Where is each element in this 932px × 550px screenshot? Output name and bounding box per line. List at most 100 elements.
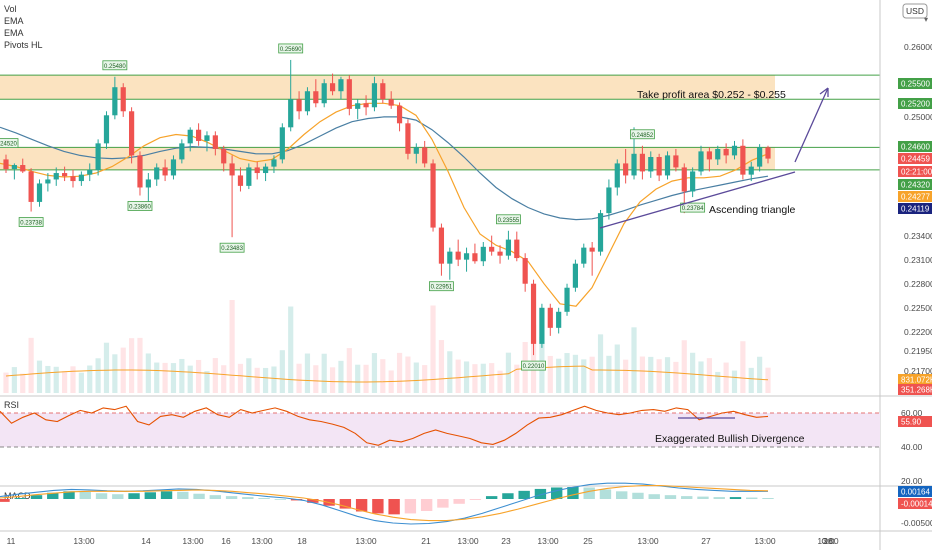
candle-body [715,148,721,160]
macd-lines [0,482,769,525]
macd-tick: -0.00500 [901,518,932,528]
candle-body [698,151,704,172]
pivot-badge [521,360,546,371]
volume-bar [346,348,352,393]
volume-bar [87,365,93,393]
volume-bar [254,367,260,393]
pivot-label: 0.22951 [431,285,453,291]
volume-bar [304,353,311,393]
macd-hist-bar [469,499,482,500]
macd-pane: MACD [0,482,774,525]
price-axis: USD ▾ 0.26000 0.25000 0.23400 0.23100 0.2280… [898,3,932,395]
legend-pivots[interactable]: Pivots HL [4,40,43,50]
candle-body [36,183,43,202]
macd-hist-bar [713,497,725,499]
candle-body [254,167,260,174]
candle-body [489,246,495,252]
time-tick: Oct [821,536,835,546]
pivot-badge [680,202,706,213]
macd-hist-bar [79,491,91,499]
candle-body [438,227,445,264]
pivot-badge [219,242,245,253]
price-badge [898,384,932,395]
volume-bar [715,371,721,393]
volume-bar [723,362,729,393]
currency-button[interactable] [902,3,928,19]
candle-body [129,111,135,156]
macd-hist-bar [14,498,26,499]
price-badge-text: 0.25200 [901,100,930,109]
volume-bar [631,327,637,393]
price-zones [0,75,775,170]
macd-value-badge [898,486,932,497]
candle-body [246,167,252,186]
pivot-badge [429,281,454,292]
volume-bar [279,350,285,393]
candle-body [120,87,126,112]
volume-bar [472,364,478,393]
chevron-down-icon: ▾ [924,15,928,24]
candle-body [731,145,738,156]
pivot-badge [278,43,304,54]
candle-body [430,163,436,228]
volume-bar [187,365,193,393]
price-badge [898,166,932,177]
macd-hist-bar [95,493,108,499]
volume-bar [20,373,26,393]
candle-body [329,83,336,92]
candle-body [380,83,386,100]
volume-bar [11,367,17,393]
candle-body [463,253,470,260]
candle-body [623,163,629,176]
indicator-legend: Vol EMA EMA Pivots HL [4,4,43,50]
triangle-support-line [599,171,796,229]
legend-vol[interactable]: Vol [4,4,17,14]
pivot-badge [102,60,128,71]
volume-bar [731,370,738,393]
candle-body [154,167,160,180]
zone-0 [0,75,775,100]
volume-bar [145,353,151,393]
time-tick: 13:00 [817,536,839,546]
macd-hist-bar [502,493,514,499]
time-tick: 27 [701,536,711,546]
candle-body [288,99,294,128]
macd-histogram [0,487,774,515]
volume-bar [514,364,520,393]
pivot-label: 0.25480 [104,64,126,70]
volume-bar [371,353,378,393]
price-badge [898,191,932,202]
macd-hist-bar [177,491,189,499]
time-tick: 28 [823,536,833,546]
legend-ema-1[interactable]: EMA [4,16,24,26]
volume-ma-line [5,365,769,383]
pivot-badge [0,138,19,148]
price-tick: 0.21950 [904,346,932,356]
candlesticks [3,59,771,356]
candle-body [162,167,168,176]
price-badge-text: 831.072K [901,376,932,385]
volume-bar [355,364,361,393]
candle-body [304,91,311,112]
candle-body [396,105,403,124]
macd-hist-bar [632,492,644,499]
price-tick: 0.22500 [904,303,932,313]
candle-body [530,283,537,344]
candle-body [455,251,461,260]
ema-fast-line [0,102,769,307]
volume-bar [656,359,662,393]
pivot-label: 0.23860 [129,204,151,210]
time-tick: 13:00 [754,536,776,546]
candle-body [597,213,604,252]
macd-hist-bar [30,495,43,499]
candle-body [639,153,645,172]
candle-body [388,99,394,106]
volume-bar [28,337,34,393]
time-tick: 13:00 [182,536,204,546]
legend-ema-2[interactable]: EMA [4,28,24,38]
time-tick: 16 [221,536,231,546]
macd-hist-bar [697,496,709,499]
candle-body [522,258,528,284]
candle-body [765,147,771,159]
